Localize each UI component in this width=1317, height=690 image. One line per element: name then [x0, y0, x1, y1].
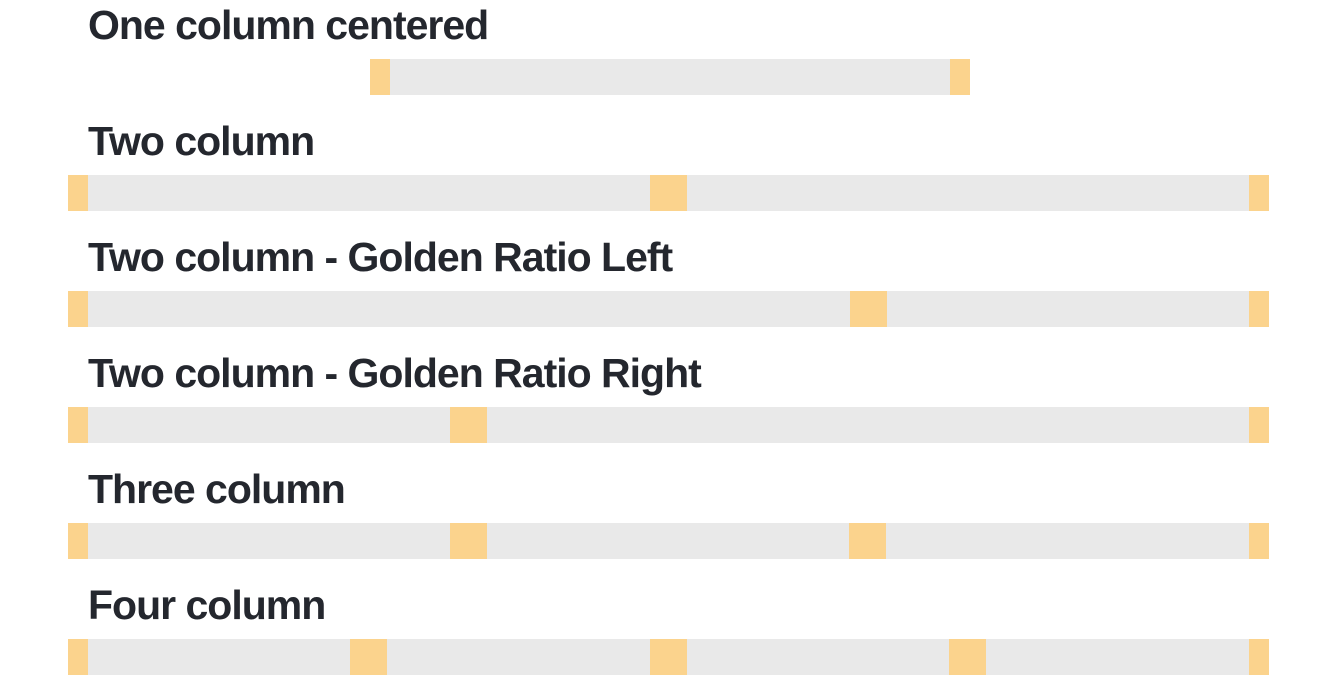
layout-title: Two column - Golden Ratio Right	[88, 350, 702, 396]
layout-section: Three column	[68, 464, 1269, 559]
gutter-segment	[950, 59, 970, 95]
layout-gallery: One column centered Two column Two colum…	[68, 0, 1269, 675]
layout-section: Two column	[68, 116, 1269, 211]
layout-preview-row	[68, 175, 1269, 211]
layout-section: Two column - Golden Ratio Right	[68, 348, 1269, 443]
layout-title: One column centered	[88, 2, 489, 48]
gutter-segment	[1249, 407, 1269, 443]
gutter-segment	[1249, 291, 1269, 327]
column-segment	[687, 175, 1249, 211]
spacer-segment	[68, 59, 370, 95]
gutter-segment	[350, 639, 387, 675]
gutter-segment	[68, 639, 88, 675]
layout-preview-row	[68, 639, 1269, 675]
gutter-segment	[1249, 175, 1269, 211]
gutter-segment	[68, 291, 88, 327]
gutter-segment	[1249, 639, 1269, 675]
column-segment	[88, 175, 650, 211]
layout-preview-row	[68, 523, 1269, 559]
gutter-segment	[450, 523, 487, 559]
layout-title: Four column	[88, 582, 326, 628]
column-segment	[887, 291, 1249, 327]
gutter-segment	[68, 407, 88, 443]
gutter-segment	[850, 291, 887, 327]
gutter-segment	[370, 59, 390, 95]
column-segment	[88, 639, 350, 675]
gutter-segment	[650, 639, 687, 675]
gutter-segment	[849, 523, 886, 559]
layout-preview-row	[68, 59, 1269, 95]
column-segment	[88, 291, 850, 327]
column-segment	[886, 523, 1249, 559]
layout-title: Two column - Golden Ratio Left	[88, 234, 673, 280]
column-segment	[390, 59, 950, 95]
layout-title: Three column	[88, 466, 346, 512]
column-segment	[487, 523, 849, 559]
layout-preview-row	[68, 407, 1269, 443]
column-segment	[88, 523, 450, 559]
gutter-segment	[68, 175, 88, 211]
layout-preview-row	[68, 291, 1269, 327]
column-segment	[487, 407, 1249, 443]
column-segment	[387, 639, 650, 675]
column-segment	[687, 639, 949, 675]
gutter-segment	[650, 175, 687, 211]
gutter-segment	[68, 523, 88, 559]
column-segment	[88, 407, 450, 443]
gutter-segment	[450, 407, 487, 443]
gutter-segment	[1249, 523, 1269, 559]
layout-title: Two column	[88, 118, 315, 164]
layout-section: Four column	[68, 580, 1269, 675]
spacer-segment	[970, 59, 1269, 95]
gutter-segment	[949, 639, 986, 675]
column-segment	[986, 639, 1249, 675]
layout-section: One column centered	[68, 0, 1269, 95]
layout-section: Two column - Golden Ratio Left	[68, 232, 1269, 327]
